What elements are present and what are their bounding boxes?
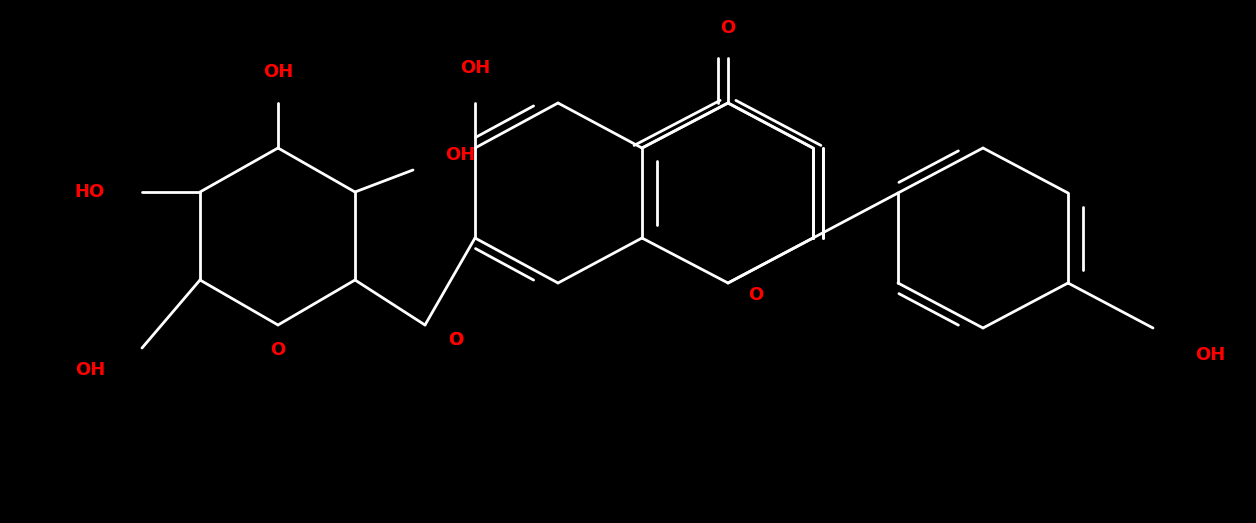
Text: O: O — [448, 331, 463, 349]
Text: O: O — [721, 19, 736, 37]
Text: O: O — [749, 286, 764, 304]
Text: O: O — [448, 331, 463, 349]
Text: OH: OH — [75, 361, 106, 379]
Text: OH: OH — [263, 63, 293, 81]
Text: OH: OH — [445, 146, 475, 164]
Text: OH: OH — [1194, 346, 1226, 364]
Text: HO: HO — [75, 183, 106, 201]
Text: OH: OH — [460, 59, 490, 77]
Text: O: O — [270, 341, 285, 359]
